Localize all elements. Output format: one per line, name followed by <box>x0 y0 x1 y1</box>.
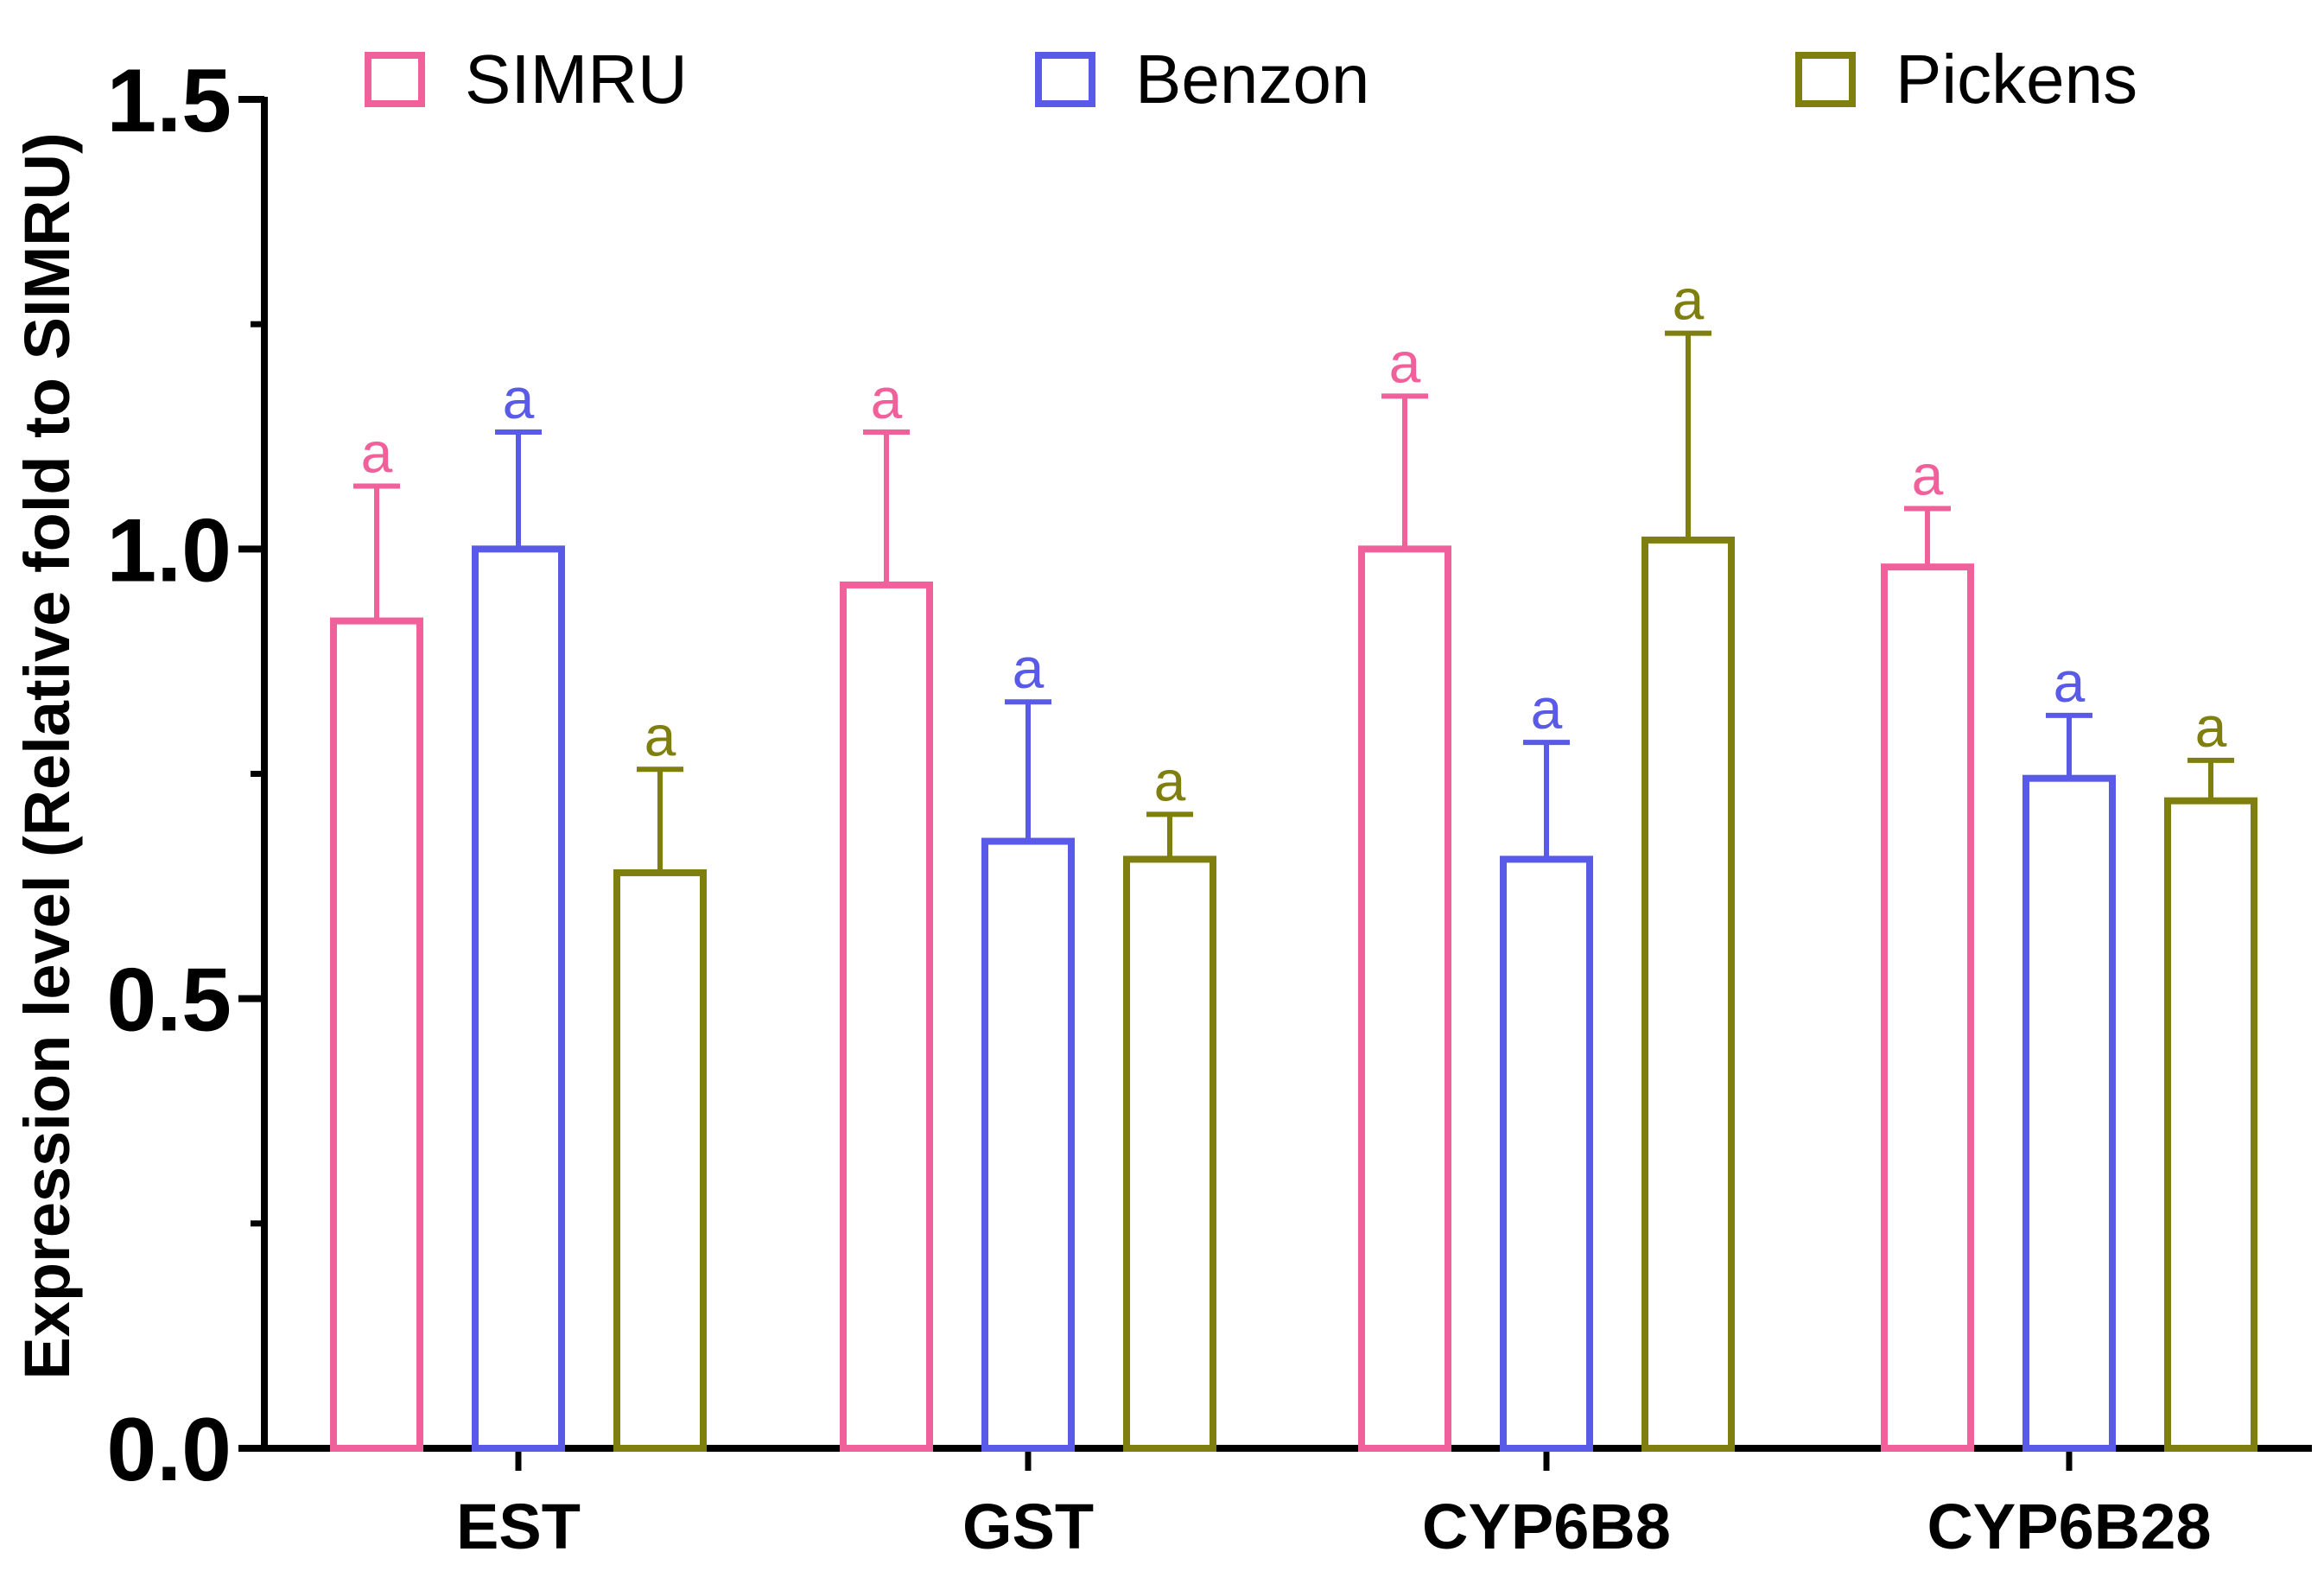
significance-label: a <box>1013 636 1045 700</box>
x-tick-label: EST <box>456 1491 581 1562</box>
y-tick-label: 1.0 <box>106 500 232 601</box>
x-ticks: EST GST CYP6B8 CYP6B28 <box>456 1448 2212 1562</box>
bar-pickens <box>613 868 707 1452</box>
significance-label: a <box>361 420 393 484</box>
y-tick-label: 0.0 <box>106 1400 232 1500</box>
bar-simru <box>1881 563 1974 1452</box>
bar-simru <box>1358 545 1451 1452</box>
legend-swatch-benzon <box>1035 52 1095 107</box>
x-tick-label: CYP6B28 <box>1927 1491 2211 1562</box>
legend-label: SIMRU <box>465 41 688 118</box>
bar-pickens <box>1123 855 1216 1452</box>
bar-benzon <box>1500 855 1593 1452</box>
significance-label: a <box>871 366 903 430</box>
significance-label: a <box>644 703 676 767</box>
y-tick-label: 0.5 <box>106 951 232 1051</box>
bar-benzon <box>472 545 565 1452</box>
significance-label: a <box>2054 650 2086 714</box>
legend-swatch-pickens <box>1795 52 1856 107</box>
significance-label: a <box>1389 330 1421 394</box>
bar-pickens <box>2164 797 2257 1452</box>
legend: SIMRU Benzon Pickens <box>365 41 2137 118</box>
legend-label: Pickens <box>1895 41 2137 118</box>
bar-pickens <box>1641 536 1735 1453</box>
significance-label: a <box>503 366 535 430</box>
bar-simru <box>330 617 423 1452</box>
significance-label: a <box>1154 748 1186 812</box>
legend-swatch-simru <box>365 52 425 107</box>
bars: a a a a a a a a a a a a <box>330 268 2257 1453</box>
y-ticks: 0.0 0.5 1.0 1.5 <box>106 51 264 1500</box>
bar-simru <box>840 581 933 1452</box>
significance-label: a <box>2195 695 2227 759</box>
y-axis-label: Expression level (Relative fold to SIMRU… <box>11 132 83 1379</box>
x-tick-label: CYP6B8 <box>1422 1491 1671 1562</box>
significance-label: a <box>1912 443 1944 507</box>
x-tick-label: GST <box>962 1491 1094 1562</box>
significance-label: a <box>1531 677 1563 741</box>
bar-benzon <box>2022 774 2116 1452</box>
legend-label: Benzon <box>1135 41 1369 118</box>
y-tick-label: 1.5 <box>106 51 232 151</box>
bar-benzon <box>981 837 1075 1452</box>
significance-label: a <box>1673 268 1705 332</box>
